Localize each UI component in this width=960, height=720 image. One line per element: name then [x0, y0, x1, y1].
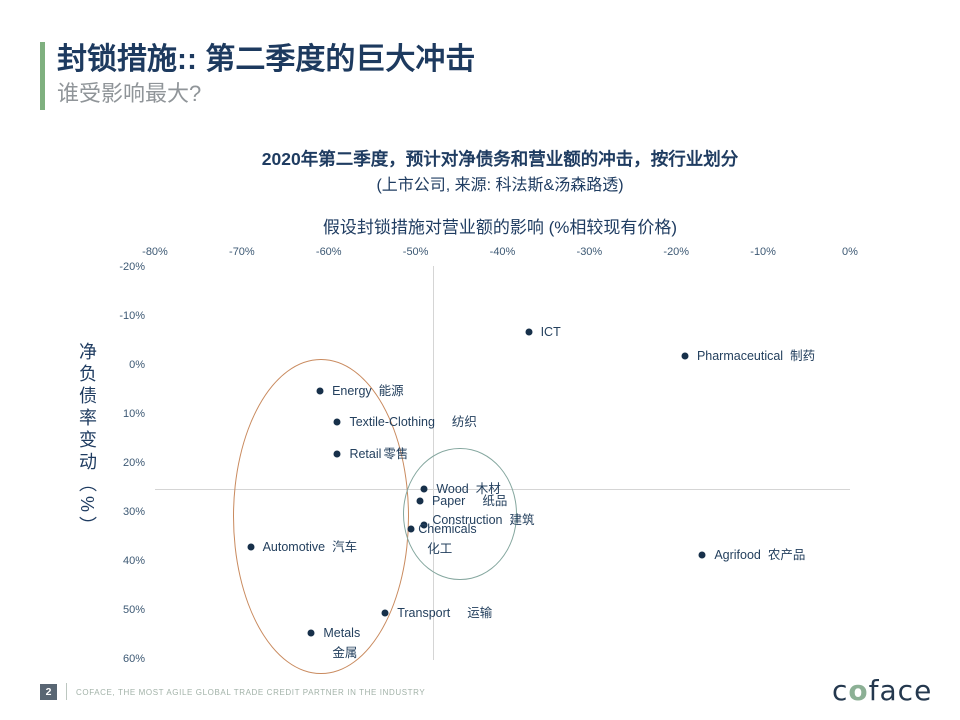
point-label-en: Automotive [262, 540, 326, 555]
data-point-construction [420, 521, 428, 529]
data-point-paper [416, 497, 424, 505]
point-label-en: Paper [431, 493, 466, 508]
y-axis-tick-label: 50% [122, 604, 145, 616]
y-axis-tick-label: 0% [129, 359, 145, 371]
point-label-en: Agrifood [714, 547, 761, 562]
logo-part1: c [832, 674, 849, 707]
data-point-agrifood [698, 551, 706, 559]
coface-logo: coface [832, 674, 932, 707]
point-label-en: Textile-Clothing [349, 415, 435, 430]
y-axis-tick-label: -10% [119, 310, 145, 322]
y-axis-tick-label: 60% [122, 653, 145, 665]
y-axis-tick-label: -20% [119, 261, 145, 273]
title-block: 封锁措施:: 第二季度的巨大冲击 谁受影响最大? [40, 42, 475, 110]
point-label-cn: 运输 [467, 606, 493, 621]
footer-tagline: COFACE, THE MOST AGILE GLOBAL TRADE CRED… [76, 688, 426, 697]
logo-part3: face [868, 674, 933, 707]
annotation-hard-hit-group [233, 358, 409, 675]
logo-leaf-o: o [848, 674, 869, 707]
data-point-label-paper: Paper 纸品 [432, 493, 507, 509]
point-label-en: Retail [349, 447, 382, 462]
point-label-en: Pharmaceutical [696, 349, 784, 364]
data-point-label-chemicals: Chemicals 化工 [418, 521, 476, 557]
data-point-ict [525, 328, 533, 336]
data-point-label-retail: Retail 零售 [349, 446, 408, 462]
point-label-cn: 木材 [475, 481, 501, 496]
footer-divider [66, 683, 67, 700]
point-label-cn: 纸品 [482, 493, 508, 508]
point-label-cn: 金属 [332, 646, 358, 661]
data-point-label-wood: Wood 木材 [436, 481, 500, 497]
data-point-label-energy: Energy 能源 [332, 383, 404, 399]
page-subtitle: 谁受影响最大? [57, 81, 202, 106]
data-point-retail [333, 450, 341, 458]
x-axis-tick-label: -30% [576, 246, 603, 258]
point-label-en: Energy [332, 383, 372, 398]
x-axis-tick-label: -80% [142, 246, 168, 258]
x-axis-tick-label: -60% [315, 246, 342, 258]
data-point-transport [381, 609, 389, 617]
data-point-textile-clothing [333, 418, 341, 426]
annotation-materials-group [403, 447, 517, 581]
point-label-en: ICT [540, 324, 561, 339]
point-label-en: Chemicals [418, 522, 477, 537]
point-label-en: Metals [323, 626, 361, 641]
x-axis-tick-label: 0% [842, 246, 858, 258]
data-point-automotive [247, 543, 255, 551]
x-axis-tick-label: -20% [663, 246, 690, 258]
data-point-energy [316, 387, 324, 394]
point-label-en: Construction [432, 513, 503, 528]
data-point-wood [420, 485, 428, 492]
data-point-pharmaceutical [681, 352, 689, 360]
data-point-metals [307, 629, 315, 637]
point-label-cn: 能源 [378, 383, 404, 398]
chart-source: (上市公司, 来源: 科法斯&汤森路透) [376, 177, 624, 194]
data-point-label-automotive: Automotive 汽车 [263, 539, 358, 555]
x-axis-tick-label: -10% [750, 246, 776, 258]
data-point-label-construction: Construction 建筑 [432, 512, 534, 528]
data-point-chemicals [407, 525, 415, 533]
title-accent-bar [40, 42, 45, 110]
point-label-cn: 汽车 [332, 540, 358, 555]
data-point-label-ict: ICT [541, 324, 561, 340]
y-axis-tick-label: 40% [122, 555, 145, 567]
x-axis-tick-label: -40% [489, 246, 516, 258]
point-label-cn: 制药 [790, 349, 816, 364]
point-label-cn: 建筑 [509, 513, 535, 528]
page-title: 封锁措施:: 第二季度的巨大冲击 [57, 43, 476, 76]
footer-page-badge: 2 [40, 684, 57, 700]
chart-title: 2020年第二季度，预计对净债务和营业额的冲击，按行业划分 [261, 149, 739, 169]
point-label-en: Wood [436, 481, 469, 496]
footer: 2 COFACE, THE MOST AGILE GLOBAL TRADE CR… [0, 674, 960, 708]
data-point-label-pharmaceutical: Pharmaceutical 制药 [697, 348, 815, 364]
y-axis-title: 净负债率变动（%） [77, 342, 97, 539]
data-point-label-agrifood: Agrifood 农产品 [714, 547, 805, 563]
point-label-cn: 纺织 [451, 415, 477, 430]
y-axis-tick-label: 30% [122, 506, 145, 518]
point-label-cn: 农产品 [767, 547, 806, 562]
point-label-en: Transport [397, 606, 451, 621]
title-text-group: 封锁措施:: 第二季度的巨大冲击 谁受影响最大? [57, 42, 475, 110]
x-axis-tick-label: -70% [229, 246, 255, 258]
data-point-label-textile-clothing: Textile-Clothing 纺织 [349, 414, 476, 430]
x-axis-tick-label: -50% [402, 246, 429, 258]
point-label-cn: 化工 [427, 542, 453, 557]
x-axis-title: 假设封锁措施对营业额的影响 (%相较现有价格) [322, 218, 678, 237]
point-label-cn: 零售 [383, 447, 409, 462]
y-axis-tick-label: 10% [122, 408, 145, 420]
y-axis-tick-label: 20% [122, 457, 145, 469]
data-point-label-metals: Metals 金属 [323, 625, 360, 661]
data-point-label-transport: Transport 运输 [397, 605, 492, 621]
